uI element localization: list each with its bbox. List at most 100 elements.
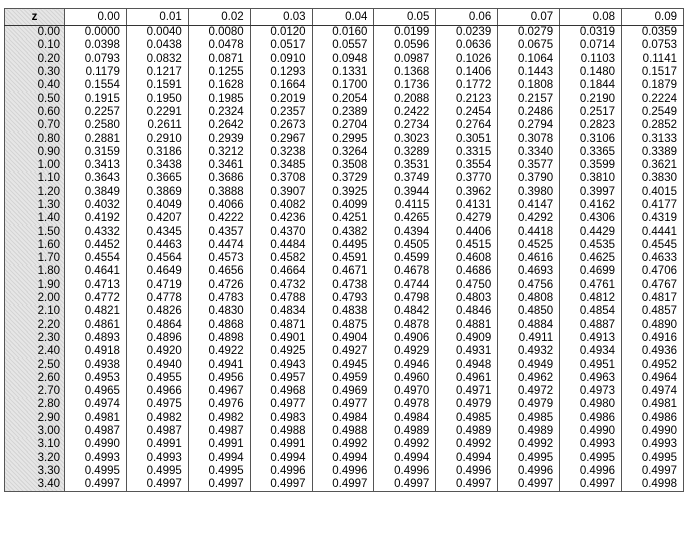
- probability-cell: 0.4996: [249, 464, 313, 479]
- probability-cell: 0.4992: [435, 438, 499, 452]
- z-value-cell: 0.00: [4, 25, 65, 40]
- probability-cell: 0.4974: [621, 385, 684, 399]
- probability-cell: 0.3849: [64, 185, 127, 199]
- probability-cell: 0.2939: [187, 132, 251, 146]
- z-value-cell: 2.70: [4, 385, 65, 399]
- probability-cell: 0.4918: [64, 345, 127, 359]
- column-header: 0.04: [311, 8, 375, 26]
- table-row: 2.80 0.4974 0.4975 0.4976 0.4977 0.4977 0.4978…: [4, 398, 684, 412]
- table-row: 1.10 0.3643 0.3665 0.3686 0.3708 0.3729 0.3749…: [4, 172, 684, 186]
- z-value-cell: 2.10: [4, 305, 65, 319]
- probability-cell: 0.4495: [311, 238, 375, 253]
- probability-cell: 0.4943: [249, 358, 313, 372]
- probability-cell: 0.1026: [435, 52, 499, 66]
- probability-cell: 0.2088: [373, 92, 437, 106]
- probability-cell: 0.4998: [621, 478, 684, 493]
- probability-cell: 0.4940: [125, 358, 189, 372]
- probability-cell: 0.2422: [373, 105, 437, 120]
- probability-cell: 0.4332: [64, 225, 127, 239]
- table-row: 1.00 0.3413 0.3438 0.3461 0.3485 0.3508 0.3531…: [4, 158, 684, 173]
- column-header: 0.07: [497, 8, 561, 26]
- z-value-cell: 0.40: [4, 79, 65, 93]
- probability-cell: 0.4955: [125, 371, 189, 386]
- probability-cell: 0.4995: [187, 464, 251, 479]
- table-row: 1.90 0.4713 0.4719 0.4726 0.4732 0.4738 0.4744…: [4, 278, 684, 292]
- probability-cell: 0.0596: [373, 39, 437, 53]
- z-value-cell: 0.60: [4, 105, 65, 120]
- table-row: 2.70 0.4965 0.4966 0.4967 0.4968 0.4969 0.4970…: [4, 385, 684, 399]
- probability-cell: 0.3078: [497, 132, 561, 146]
- probability-cell: 0.4382: [311, 225, 375, 239]
- probability-cell: 0.4850: [497, 305, 561, 319]
- probability-cell: 0.1554: [64, 79, 127, 93]
- probability-cell: 0.0793: [64, 52, 127, 66]
- probability-cell: 0.4871: [249, 318, 313, 332]
- probability-cell: 0.4938: [64, 358, 127, 372]
- probability-cell: 0.0714: [559, 39, 623, 53]
- table-row: 1.20 0.3849 0.3869 0.3888 0.3907 0.3925 0.3944…: [4, 185, 684, 199]
- table-row: 1.40 0.4192 0.4207 0.4222 0.4236 0.4251 0.4265…: [4, 212, 684, 226]
- table-row: 0.50 0.1915 0.1950 0.1985 0.2019 0.2054 0.2088…: [4, 92, 684, 106]
- probability-cell: 0.4993: [621, 438, 684, 452]
- z-value-cell: 2.90: [4, 411, 65, 425]
- probability-cell: 0.4936: [621, 345, 684, 359]
- probability-cell: 0.4778: [125, 291, 189, 306]
- table-body: 0.00 0.0000 0.0040 0.0080 0.0120 0.0160 0.0199…: [4, 25, 684, 493]
- probability-cell: 0.4989: [497, 424, 561, 439]
- probability-cell: 0.4463: [125, 238, 189, 253]
- probability-cell: 0.4979: [497, 398, 561, 412]
- z-value-cell: 3.10: [4, 438, 65, 452]
- probability-cell: 0.4997: [373, 478, 437, 493]
- probability-cell: 0.4992: [311, 438, 375, 452]
- table-row: 0.90 0.3159 0.3186 0.3212 0.3238 0.3264 0.3289…: [4, 145, 684, 159]
- probability-cell: 0.1064: [497, 52, 561, 66]
- probability-cell: 0.1331: [311, 65, 375, 80]
- probability-cell: 0.4846: [435, 305, 499, 319]
- probability-cell: 0.2324: [187, 105, 251, 120]
- probability-cell: 0.4904: [311, 331, 375, 346]
- table-row: 1.60 0.4452 0.4463 0.4474 0.4484 0.4495 0.4505…: [4, 238, 684, 253]
- probability-cell: 0.4967: [187, 385, 251, 399]
- probability-cell: 0.0636: [435, 39, 499, 53]
- probability-cell: 0.4920: [125, 345, 189, 359]
- z-value-cell: 2.80: [4, 398, 65, 412]
- probability-cell: 0.3508: [311, 158, 375, 173]
- probability-cell: 0.0987: [373, 52, 437, 66]
- probability-cell: 0.4893: [64, 331, 127, 346]
- probability-cell: 0.4972: [497, 385, 561, 399]
- probability-cell: 0.1736: [373, 79, 437, 93]
- probability-cell: 0.3980: [497, 185, 561, 199]
- probability-cell: 0.3888: [187, 185, 251, 199]
- probability-cell: 0.4984: [373, 411, 437, 425]
- probability-cell: 0.4991: [187, 438, 251, 452]
- probability-cell: 0.4981: [64, 411, 127, 425]
- table-row: 2.90 0.4981 0.4982 0.4982 0.4983 0.4984 0.4984…: [4, 411, 684, 425]
- z-value-cell: 2.50: [4, 358, 65, 372]
- probability-cell: 0.3554: [435, 158, 499, 173]
- probability-cell: 0.2910: [125, 132, 189, 146]
- probability-cell: 0.4699: [559, 265, 623, 279]
- column-header: 0.06: [435, 8, 499, 26]
- probability-cell: 0.4633: [621, 252, 684, 266]
- probability-cell: 0.4357: [187, 225, 251, 239]
- probability-cell: 0.2224: [621, 92, 684, 106]
- z-value-cell: 1.10: [4, 172, 65, 186]
- z-value-cell: 2.20: [4, 318, 65, 332]
- probability-cell: 0.2291: [125, 105, 189, 120]
- z-value-cell: 3.40: [4, 478, 65, 493]
- probability-cell: 0.4535: [559, 238, 623, 253]
- probability-cell: 0.4394: [373, 225, 437, 239]
- column-header: 0.05: [373, 8, 437, 26]
- probability-cell: 0.4649: [125, 265, 189, 279]
- table-row: 2.20 0.4861 0.4864 0.4868 0.4871 0.4875 0.4878…: [4, 318, 684, 332]
- probability-cell: 0.4934: [559, 345, 623, 359]
- probability-cell: 0.0239: [435, 25, 499, 40]
- probability-cell: 0.4977: [311, 398, 375, 412]
- probability-cell: 0.4994: [187, 451, 251, 465]
- z-table: z 0.00 0.01 0.02 0.03 0.04 0.05 0.06 0.07 0.08 0.…: [4, 8, 684, 493]
- probability-cell: 0.2734: [373, 119, 437, 133]
- probability-cell: 0.1179: [64, 65, 127, 80]
- z-value-cell: 3.00: [4, 424, 65, 439]
- probability-cell: 0.4997: [621, 464, 684, 479]
- probability-cell: 0.4948: [435, 358, 499, 372]
